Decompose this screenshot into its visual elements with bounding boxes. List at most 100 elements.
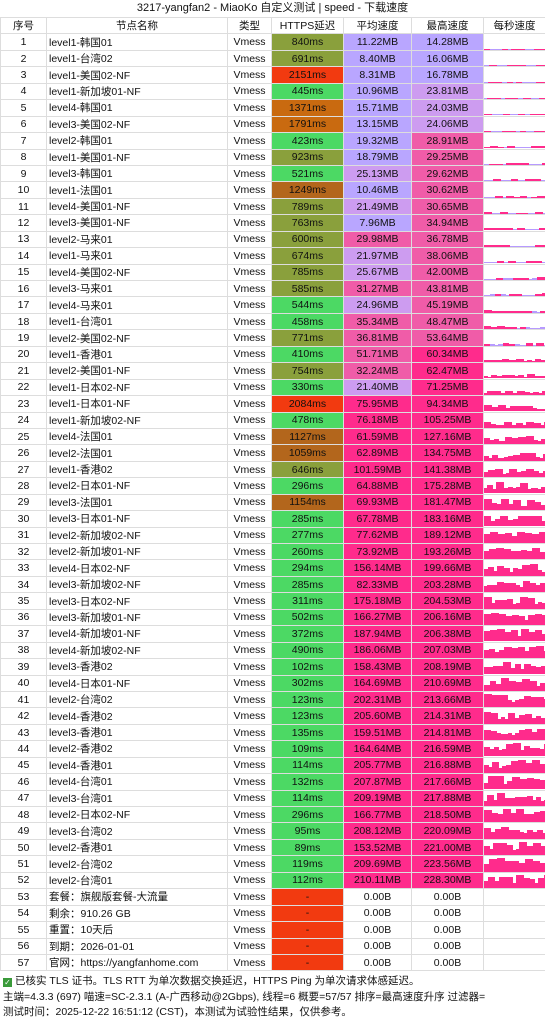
sparkline-bar xyxy=(519,714,525,724)
sparkline-bar xyxy=(526,65,531,66)
cell-avg-speed: 209.69MB xyxy=(343,855,412,873)
sparkline-bar xyxy=(497,582,504,592)
sparkline-bar xyxy=(484,880,488,888)
cell-per-second-speed xyxy=(483,411,545,429)
sparkline-bar xyxy=(516,551,521,559)
sparkline-bar xyxy=(506,295,509,296)
sparkline-bar xyxy=(513,488,516,494)
cell-index: 20 xyxy=(0,345,47,364)
sparkline-bar xyxy=(502,358,509,362)
sparkline-bar xyxy=(536,585,540,592)
sparkline-bar xyxy=(494,570,497,576)
sparkline-bar xyxy=(538,877,544,888)
sparkline-bar xyxy=(506,876,513,888)
cell-index: 14 xyxy=(0,247,47,265)
sparkline-bar xyxy=(493,359,497,362)
sparkline-bar xyxy=(517,390,525,395)
sparkline-bar xyxy=(516,422,523,428)
cell-per-second-speed xyxy=(483,247,545,265)
sparkline-bar xyxy=(527,374,535,379)
cell-node-name: level1-新加坡02-NF xyxy=(46,411,228,429)
cell-node-name: level3-日本02-NF xyxy=(46,592,228,610)
sparkline-bar xyxy=(529,814,534,822)
sparkline-bar xyxy=(502,765,506,773)
sparkline-bar xyxy=(504,646,512,658)
sparkline-bar xyxy=(490,630,497,642)
cell-max-speed: 210.69MB xyxy=(411,674,484,692)
sparkline-bar xyxy=(484,455,489,461)
sparkline-bar xyxy=(508,261,516,264)
sparkline-bar xyxy=(506,615,512,625)
sparkline-bar xyxy=(507,65,513,66)
cell-max-speed: 181.47MB xyxy=(411,493,484,512)
sparkline-bar xyxy=(525,406,533,411)
sparkline-bar xyxy=(497,857,505,872)
cell-max-speed: 206.38MB xyxy=(411,625,484,643)
sparkline xyxy=(484,711,545,724)
cell-per-second-speed xyxy=(483,608,545,627)
cell-https-latency: 311ms xyxy=(271,592,344,610)
sparkline-bar xyxy=(499,114,503,116)
sparkline-bar xyxy=(504,262,508,264)
cell-per-second-speed xyxy=(483,625,545,643)
cell-https-latency: 674ms xyxy=(271,247,344,265)
sparkline-bar xyxy=(519,65,526,66)
sparkline-bar xyxy=(513,603,516,609)
cell-per-second-speed xyxy=(483,427,545,446)
sparkline-bar xyxy=(513,310,519,313)
cell-node-name: level4-香港01 xyxy=(46,756,228,775)
cell-index: 8 xyxy=(0,148,47,166)
sparkline-bar xyxy=(526,516,534,527)
sparkline-bar xyxy=(495,599,501,609)
table-row: 50 level2-香港01 Vmess 89ms 153.52MB 221.00MB xyxy=(0,838,545,857)
sparkline-bar xyxy=(493,97,501,99)
cell-max-speed: 30.62MB xyxy=(411,181,484,199)
cell-https-latency: 1154ms xyxy=(271,493,344,512)
sparkline-bar xyxy=(498,533,505,543)
table-row: 19 level2-美国02-NF Vmess 771ms 36.81MB 53.64MB xyxy=(0,329,545,347)
cell-per-second-speed xyxy=(483,723,545,742)
sparkline-bar xyxy=(491,521,495,527)
sparkline-bar xyxy=(508,733,512,740)
cell-index: 41 xyxy=(0,690,47,709)
sparkline-bar xyxy=(484,694,492,707)
sparkline-bar xyxy=(518,375,524,379)
cell-https-latency: 1371ms xyxy=(271,99,344,117)
sparkline-bar xyxy=(510,114,514,116)
cell-node-name: level1-香港01 xyxy=(46,345,228,364)
cell-max-speed: 29.62MB xyxy=(411,164,484,183)
cell-avg-speed: 67.78MB xyxy=(343,510,412,528)
sparkline-bar xyxy=(484,711,491,724)
sparkline-bar xyxy=(508,520,513,527)
sparkline-bar xyxy=(487,794,494,806)
sparkline-bar xyxy=(535,882,538,888)
sparkline-bar xyxy=(493,48,497,50)
sparkline-bar xyxy=(524,696,531,707)
sparkline-bar xyxy=(507,81,513,83)
sparkline-bar xyxy=(530,563,538,576)
cell-node-name: level2-法国01 xyxy=(46,444,228,462)
sparkline-bar xyxy=(488,81,495,83)
sparkline-bar xyxy=(516,809,524,822)
sparkline-bar xyxy=(506,473,509,477)
sparkline-bar xyxy=(499,750,502,757)
sparkline-bar xyxy=(492,213,495,214)
sparkline-bar xyxy=(533,843,541,855)
cell-type: Vmess xyxy=(227,427,272,446)
sparkline-bar xyxy=(529,632,535,642)
sparkline-bar xyxy=(484,359,489,362)
sparkline-bar xyxy=(515,796,521,806)
sparkline-bar xyxy=(492,114,496,116)
cell-index: 36 xyxy=(0,608,47,627)
sparkline-bar xyxy=(504,488,508,494)
sparkline-bar xyxy=(484,130,491,132)
sparkline-bar xyxy=(535,358,541,362)
sparkline-bar xyxy=(502,65,507,66)
cell-avg-speed: 0.00B xyxy=(343,888,412,906)
sparkline-bar xyxy=(505,797,510,806)
sparkline-bar xyxy=(492,454,498,461)
sparkline-bar xyxy=(514,196,520,198)
sparkline-bar xyxy=(535,630,542,642)
sparkline-bar xyxy=(492,278,496,280)
sparkline-bar xyxy=(511,668,515,674)
